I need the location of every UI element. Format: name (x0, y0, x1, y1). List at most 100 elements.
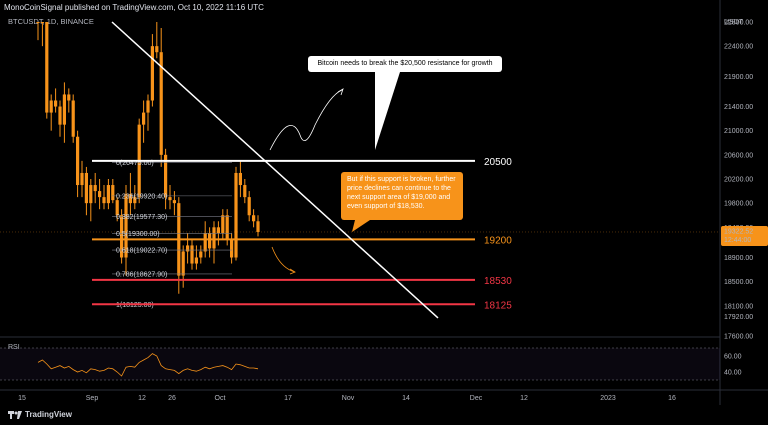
candle-body (238, 172, 242, 186)
candle-body (58, 106, 62, 125)
candle-body (252, 215, 256, 222)
decline-arrowhead (289, 268, 296, 275)
y-tick-label: 18500.00 (724, 279, 753, 286)
candle-body (212, 227, 216, 249)
candle-body (142, 112, 146, 125)
fib-label: 0.786(18627.90) (116, 271, 167, 278)
candle-body (128, 194, 132, 204)
candle-body (181, 251, 185, 276)
candle-body (111, 185, 115, 201)
tradingview-logo: TradingView (8, 405, 72, 425)
callout-pointer-white (375, 72, 400, 150)
rsi-label: RSI (8, 344, 20, 351)
growth-arrowhead (337, 88, 344, 96)
candle-body (216, 227, 220, 234)
candle-body (84, 172, 88, 204)
x-tick-label: 12 (520, 395, 528, 402)
price-badge (721, 225, 768, 246)
candle-body (203, 233, 207, 252)
x-tick-label: Sep (86, 395, 99, 402)
candle-body (102, 197, 106, 204)
candle-body (172, 200, 176, 204)
candle-body (71, 100, 75, 137)
candle-body (190, 245, 194, 264)
x-tick-label: 2023 (600, 395, 616, 402)
trendline (111, 21, 439, 319)
y-tick-label: 17920.00 (724, 314, 753, 321)
candle-body (155, 46, 159, 53)
x-tick-label: Oct (215, 395, 226, 402)
growth-arrow (269, 89, 343, 151)
y-tick-label: 21400.00 (724, 104, 753, 111)
y-tick-label: 22800.00 (724, 20, 753, 27)
x-tick-label: 26 (168, 395, 176, 402)
rsi-line (37, 353, 259, 377)
candle-body (115, 200, 119, 216)
candle-body (194, 257, 198, 264)
callout-support-note: But if this support is broken, further p… (341, 172, 463, 220)
price-badge-countdown: 12:44:00 (724, 237, 751, 244)
candle-body (230, 239, 234, 258)
candle-body (150, 46, 154, 101)
candle-body (93, 185, 97, 192)
brand-label: TradingView (25, 410, 72, 419)
candle-body (98, 191, 102, 198)
symbol-title: BTCUSDT, 1D, BINANCE (8, 17, 94, 26)
x-tick-label: 17 (284, 395, 292, 402)
price-badge-value: 19322.52 (724, 228, 753, 235)
y-tick-label: 19800.00 (724, 201, 753, 208)
x-tick-label: 16 (668, 395, 676, 402)
candle-body (54, 100, 58, 107)
candle-body (133, 197, 137, 204)
y-tick-label: 21000.00 (724, 128, 753, 135)
candle-body (106, 185, 110, 204)
x-tick-label: 14 (402, 395, 410, 402)
fib-label: 0(20475.00) (116, 160, 154, 167)
candle-body (49, 100, 53, 113)
level-label: 18125 (484, 300, 512, 311)
x-tick-label: Dec (470, 395, 483, 402)
x-tick-label: 15 (18, 395, 26, 402)
level-label: 19200 (484, 235, 512, 246)
candle-body (124, 194, 128, 258)
candle-body (247, 197, 251, 216)
callout-resistance-note: Bitcoin needs to break the $20,500 resis… (308, 56, 502, 72)
level-label: 20500 (484, 157, 512, 168)
candle-body (40, 22, 44, 23)
candle-body (45, 22, 49, 113)
candle-body (186, 245, 190, 252)
y-tick-label: 18100.00 (724, 303, 753, 310)
rsi-tick-label: 40.00 (724, 370, 742, 377)
candle-body (36, 22, 40, 23)
x-tick-label: 12 (138, 395, 146, 402)
callout-pointer-orange (352, 220, 370, 232)
rsi-tick-label: 60.00 (724, 354, 742, 361)
candle-body (164, 154, 168, 198)
rsi-band (0, 348, 720, 380)
x-tick-label: Nov (342, 395, 355, 402)
y-tick-label: 17600.00 (724, 334, 753, 341)
y-tick-label: 18900.00 (724, 255, 753, 262)
candle-body (146, 100, 150, 113)
y-tick-label: 22400.00 (724, 44, 753, 51)
candle-body (199, 251, 203, 258)
candle-body (159, 52, 163, 155)
y-tick-label: 21900.00 (724, 74, 753, 81)
candle-body (256, 221, 260, 232)
candle-body (225, 215, 229, 240)
publish-header: MonoCoinSignal published on TradingView.… (4, 3, 264, 12)
fib-label: 0.618(19022.70) (116, 248, 167, 255)
candle-body (80, 172, 84, 186)
candle-body (234, 172, 238, 258)
fib-label: 0.236(19920.40) (116, 193, 167, 200)
candle-body (243, 185, 247, 198)
candle-body (67, 94, 71, 101)
y-tick-label: 20600.00 (724, 152, 753, 159)
y-tick-label: 20200.00 (724, 177, 753, 184)
y-axis-label: USDT (724, 19, 744, 26)
candle-body (168, 197, 172, 201)
candle-body (221, 215, 225, 234)
candle-body (208, 233, 212, 249)
level-label: 18530 (484, 276, 512, 287)
